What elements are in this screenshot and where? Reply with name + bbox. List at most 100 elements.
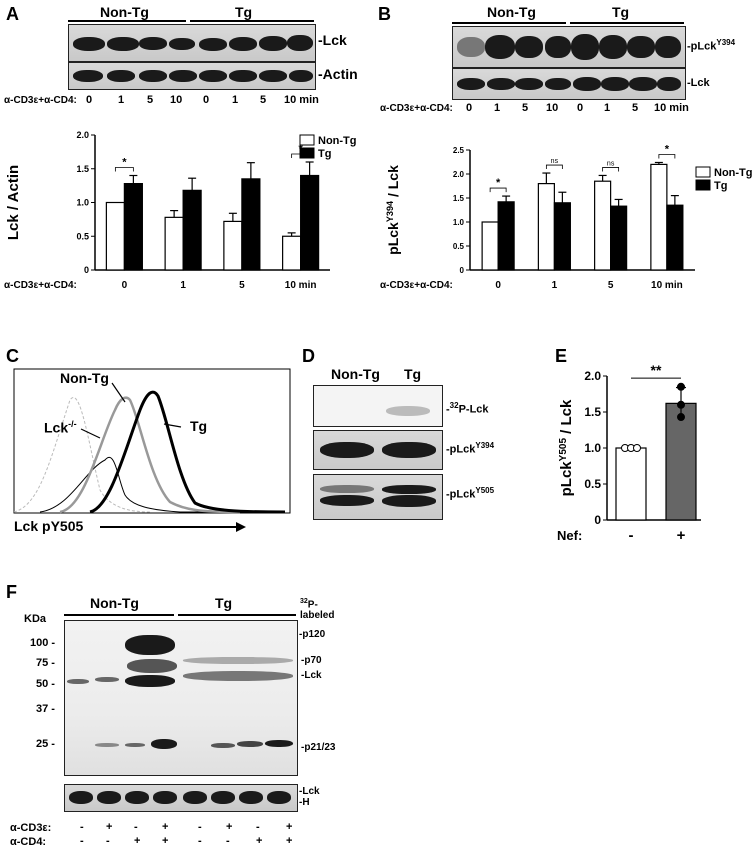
significance-label: *: [496, 177, 501, 189]
b-lane-5: 1: [604, 102, 611, 114]
x-tick-label: +: [677, 527, 686, 544]
a-lane-6: 5: [260, 94, 267, 106]
y-axis-label: Lck / Actin: [5, 165, 22, 240]
curve-control-dotted: [13, 397, 151, 513]
histogram-frame: [13, 368, 291, 514]
f-band-label-p120: -p120: [299, 629, 326, 640]
f-mw-100: 100 -: [30, 637, 56, 649]
f-cd3-sign: +: [162, 821, 169, 833]
x-axis-label: α-CD3ε+α-CD4:: [380, 280, 453, 291]
f-cd4-sign: +: [286, 835, 293, 847]
f-group-line-nontg: [64, 614, 174, 616]
panel-label-c: C: [6, 346, 19, 366]
f-row-label-cd4: α-CD4:: [10, 836, 47, 848]
d-group-label-nontg: Non-Tg: [331, 366, 380, 382]
x-tick-label: 5: [608, 280, 614, 291]
bar-tg-0: [497, 201, 515, 271]
f-cd3-sign: -: [80, 821, 84, 833]
significance-bracket: [602, 167, 620, 172]
f-cd4-sign: -: [198, 835, 202, 847]
d-blot-label-plck-y505: -pLckY505: [446, 486, 495, 501]
significance-label: **: [651, 362, 662, 378]
a-lane-3: 10: [170, 94, 183, 106]
f-blot-32p: [64, 620, 298, 776]
x-tick-label: 0: [495, 280, 501, 291]
significance-label: ns: [551, 158, 559, 165]
f-lower-labels: -Lck -H: [299, 786, 320, 808]
y-tick-label: 2.0: [453, 170, 465, 179]
c-x-arrow: [100, 522, 246, 532]
b-blot-lck: [452, 68, 686, 100]
a-lane-2: 5: [147, 94, 154, 106]
bar-tg-3: [300, 174, 320, 271]
bar-non-tg-0: [481, 221, 499, 271]
f-cd3-sign: +: [226, 821, 233, 833]
f-cd4-sign: -: [106, 835, 110, 847]
y-tick-label: 1.5: [76, 164, 89, 174]
f-cd3-sign: -: [198, 821, 202, 833]
y-tick-label: 2.0: [584, 369, 601, 383]
y-tick-label: 1.0: [453, 218, 465, 227]
f-group-line-tg: [178, 614, 296, 616]
data-point: [677, 413, 685, 422]
panel-label-b: B: [378, 4, 391, 24]
f-group-label-tg: Tg: [215, 595, 233, 611]
b-treatment-label: α-CD3ε+α-CD4:: [380, 103, 453, 114]
a-lane-5: 1: [232, 94, 239, 106]
b-group-line-tg: [570, 22, 684, 24]
panel-label-d: D: [302, 346, 315, 366]
legend-swatch-non-tg: [695, 166, 711, 178]
significance-bracket: [545, 164, 563, 170]
y-tick-label: 1.5: [584, 405, 601, 419]
b-blot-plck: [452, 26, 686, 68]
f-cd3-sign: +: [106, 821, 113, 833]
f-band-label-p21-23: -p21/23: [301, 742, 336, 753]
legend-swatch-tg: [695, 179, 711, 191]
d-blot-label-32p-lck: -32P-Lck: [446, 401, 489, 416]
data-point: [633, 444, 641, 452]
bar-tg-0: [123, 182, 143, 271]
histogram-c: [13, 368, 291, 514]
f-row-label-cd3: α-CD3ε:: [10, 822, 52, 834]
arrow-tg: [163, 423, 182, 428]
b-lane-6: 5: [632, 102, 639, 114]
y-tick-label: 2.5: [453, 146, 465, 155]
y-tick-label: 0: [594, 513, 601, 527]
x-tick-label: 10 min: [285, 280, 317, 291]
f-right-header: 32P-labeled: [300, 598, 335, 622]
b-group-label-nontg: Non-Tg: [487, 4, 536, 20]
panel-label-a: A: [6, 4, 19, 24]
x-axis-label: α-CD3ε+α-CD4:: [4, 280, 77, 291]
significance-bracket: [658, 154, 676, 159]
f-cd4-sign: +: [134, 835, 141, 847]
significance-label: *: [122, 157, 127, 169]
a-blot-actin: [68, 62, 316, 90]
y-tick-label: 0.5: [453, 242, 465, 251]
a-group-line-nontg: [68, 20, 186, 22]
panel-label-f: F: [6, 582, 17, 602]
f-cd3-sign: -: [256, 821, 260, 833]
y-axis-label: pLckY505 / Lck: [558, 399, 576, 496]
significance-label: ns: [607, 160, 615, 167]
b-group-line-nontg: [452, 22, 566, 24]
f-band-label-lck: -Lck: [301, 670, 322, 681]
bar-tg-2: [610, 205, 628, 271]
bar-e-1: [665, 402, 697, 521]
bar-tg-1: [553, 202, 571, 271]
a-blot-label-lck: -Lck: [318, 32, 347, 48]
c-xlabel: Lck pY505: [14, 518, 84, 534]
c-label-tg: Tg: [190, 418, 208, 434]
a-group-line-tg: [190, 20, 314, 22]
f-cd3-sign: +: [286, 821, 293, 833]
bar-non-tg-3: [650, 163, 668, 271]
x-tick-label: 0: [122, 280, 128, 291]
b-group-label-tg: Tg: [612, 4, 630, 20]
d-blot-plck-y394: [313, 430, 443, 470]
chart-e: 0 0.5 1.0 1.5 2.0 pLckY505 / Lck - + Nef: **: [557, 362, 701, 544]
significance-bracket: [114, 167, 134, 172]
b-blot-label-plck: -pLckY394: [687, 38, 736, 53]
curve-tg: [89, 390, 286, 514]
b-lane-0: 0: [466, 102, 473, 114]
f-mw-75: 75 -: [36, 657, 55, 669]
